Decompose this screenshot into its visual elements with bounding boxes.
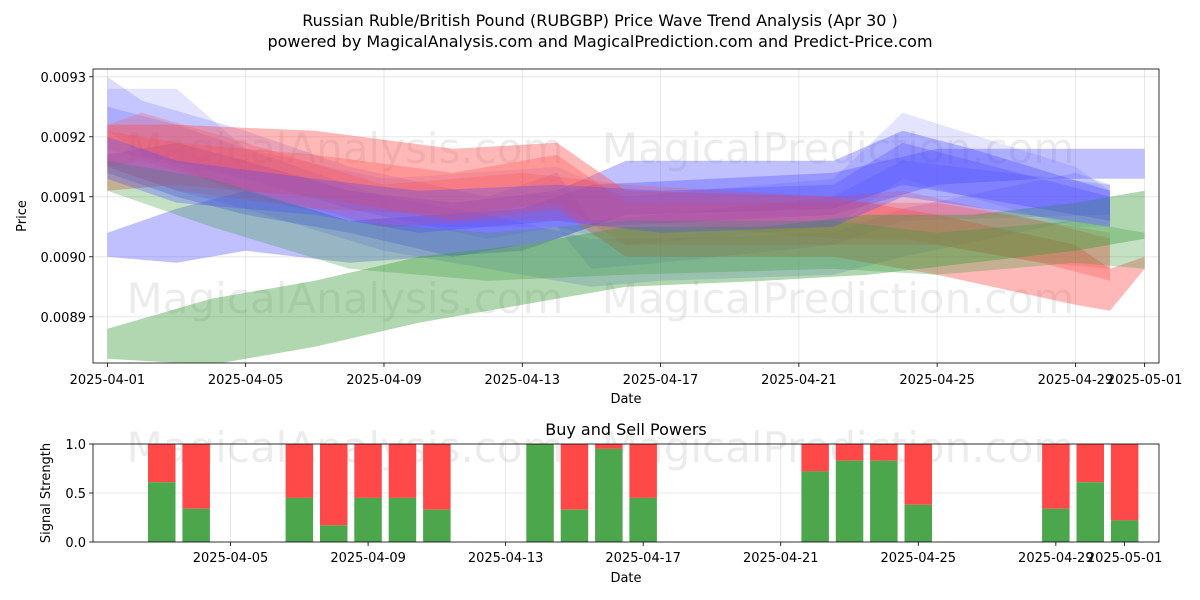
sell-power-bar <box>1110 444 1139 521</box>
price-x-tick-label: 2025-04-29 <box>1038 373 1114 388</box>
price-band-green <box>107 190 1145 363</box>
watermark-analysis-top: MagicalAnalysis.com <box>127 124 564 173</box>
watermarks-top: MagicalAnalysis.com MagicalPrediction.co… <box>127 124 1075 323</box>
signal-x-tick-label: 2025-04-09 <box>330 551 406 566</box>
sell-power-bar <box>285 444 314 498</box>
buy-power-bar <box>526 444 554 542</box>
price-grid <box>93 69 1159 363</box>
signal-x-axis-label: Date <box>610 571 641 586</box>
price-band-red <box>107 112 1110 269</box>
price-x-tick-label: 2025-04-09 <box>346 373 422 388</box>
buy-power-bar <box>148 482 176 542</box>
sell-power-bar <box>423 444 451 510</box>
price-x-tick-label: 2025-05-01 <box>1107 373 1183 388</box>
signal-y-tick-label: 1.0 <box>65 438 86 453</box>
buy-power-bar <box>388 497 417 542</box>
buy-power-bar <box>423 509 451 542</box>
price-y-axis-label: Price <box>15 200 30 232</box>
sell-power-bar <box>182 444 210 509</box>
sell-power-bar <box>354 444 382 498</box>
sell-power-bar <box>835 444 864 461</box>
price-band-blue <box>107 106 1110 287</box>
price-y-tick-label: 0.0093 <box>41 71 87 86</box>
price-x-tick-label: 2025-04-17 <box>623 373 699 388</box>
signal-x-tick-label: 2025-04-21 <box>743 551 819 566</box>
signal-y-axis-label: Signal Strength <box>39 443 54 543</box>
signal-bars <box>148 444 1139 542</box>
price-axis-ticks: 2025-04-01 2025-04-05 2025-04-09 2025-04-13… <box>41 71 1183 388</box>
signal-chart-title: Buy and Sell Powers <box>545 420 707 439</box>
sell-power-bar <box>595 444 623 449</box>
price-x-tick-label: 2025-04-01 <box>70 373 146 388</box>
price-x-tick-label: 2025-04-21 <box>761 373 837 388</box>
sell-power-bar <box>560 444 589 510</box>
sell-power-bar <box>629 444 657 498</box>
buy-power-bar <box>182 508 210 542</box>
buy-power-bar <box>870 460 898 542</box>
sell-power-bar <box>388 444 417 498</box>
chart-subtitle: powered by MagicalAnalysis.com and Magic… <box>267 32 932 51</box>
price-chart: MagicalAnalysis.com MagicalPrediction.co… <box>15 68 1183 407</box>
price-band-red <box>107 130 1110 281</box>
price-y-tick-label: 0.0089 <box>41 311 87 326</box>
signal-x-tick-label: 2025-04-13 <box>468 551 544 566</box>
buy-power-bar <box>1110 520 1139 542</box>
signal-x-tick-label: 2025-04-05 <box>193 551 269 566</box>
buy-power-bar <box>560 509 589 542</box>
buy-power-bar <box>801 471 829 542</box>
price-band-blue <box>107 148 1145 263</box>
price-band-blue <box>107 130 1110 257</box>
price-band-blue <box>107 136 1110 233</box>
price-x-tick-label: 2025-04-25 <box>899 373 975 388</box>
signal-x-tick-label: 2025-04-29 <box>1018 551 1094 566</box>
price-plot-frame <box>92 68 1160 364</box>
sell-power-bar <box>870 444 898 461</box>
chart-title: Russian Ruble/British Pound (RUBGBP) Pri… <box>302 11 898 30</box>
price-y-tick-label: 0.0092 <box>41 131 87 146</box>
watermark-prediction-mid: MagicalPrediction.com <box>602 274 1075 323</box>
sell-power-bar <box>1076 444 1104 483</box>
buy-power-bar <box>320 525 348 542</box>
signal-y-tick-label: 0.0 <box>65 536 86 551</box>
sell-power-bar <box>801 444 829 472</box>
watermark-prediction-top: MagicalPrediction.com <box>602 124 1075 173</box>
buy-power-bar <box>354 497 382 542</box>
price-y-tick-label: 0.0091 <box>41 191 87 206</box>
signal-axis-ticks: 2025-04-05 2025-04-09 2025-04-13 2025-04-17… <box>65 438 1162 566</box>
price-x-axis-label: Date <box>610 392 641 407</box>
watermark-analysis-mid: MagicalAnalysis.com <box>127 274 564 323</box>
signal-x-tick-label: 2025-04-25 <box>881 551 957 566</box>
price-x-tick-label: 2025-04-13 <box>484 373 560 388</box>
price-x-tick-label: 2025-04-05 <box>208 373 284 388</box>
price-band-blue <box>107 76 1110 269</box>
buy-power-bar <box>835 460 864 542</box>
price-band-red <box>107 124 1145 311</box>
buy-power-bar <box>1042 508 1070 542</box>
price-y-tick-label: 0.0090 <box>41 251 87 266</box>
signal-chart: Buy and Sell Powers MagicalAnalysis.com … <box>39 420 1162 586</box>
price-band-green <box>107 160 1145 281</box>
buy-power-bar <box>904 504 932 542</box>
buy-power-bar <box>285 497 314 542</box>
signal-y-tick-label: 0.5 <box>65 487 86 502</box>
sell-power-bar <box>148 444 176 483</box>
buy-power-bar <box>595 448 623 542</box>
signal-x-tick-label: 2025-05-01 <box>1087 551 1163 566</box>
sell-power-bar <box>320 444 348 526</box>
price-bands <box>107 76 1145 363</box>
sell-power-bar <box>1042 444 1070 509</box>
sell-power-bar <box>904 444 932 505</box>
signal-x-tick-label: 2025-04-17 <box>605 551 681 566</box>
buy-power-bar <box>1076 482 1104 542</box>
buy-power-bar <box>629 497 657 542</box>
price-band-blue <box>107 88 1110 245</box>
